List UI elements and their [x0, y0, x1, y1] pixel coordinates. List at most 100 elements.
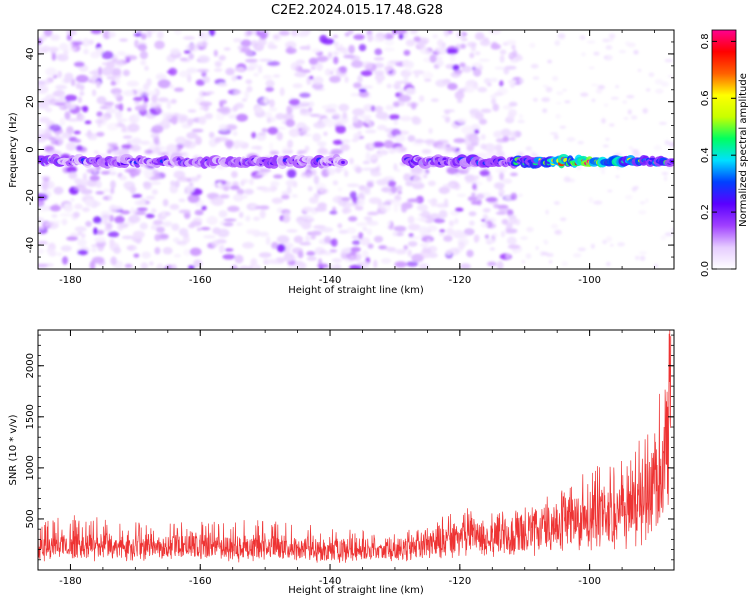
- heatmap-cell: [68, 171, 78, 180]
- heatmap-cell: [155, 105, 162, 113]
- x-tick-label: -120: [448, 576, 471, 587]
- heatmap-cell: [224, 248, 234, 252]
- y-tick-label: -20: [25, 189, 36, 205]
- heatmap-cell: [601, 118, 606, 124]
- heatmap-cell: [244, 90, 250, 99]
- heatmap-cell: [383, 33, 394, 40]
- heatmap-cell: [156, 30, 164, 40]
- heatmap-cell: [453, 138, 466, 144]
- heatmap-cell: [162, 221, 173, 227]
- heatmap-cell: [469, 52, 475, 59]
- heatmap-cell: [244, 188, 254, 195]
- heatmap-cell: [470, 43, 476, 52]
- heatmap-cell: [79, 91, 85, 96]
- heatmap-cell: [436, 139, 449, 145]
- heatmap-cell: [93, 216, 102, 224]
- heatmap-cell: [333, 56, 339, 65]
- heatmap-cell: [376, 179, 389, 186]
- heatmap-cell: [493, 130, 503, 138]
- spectrogram-y-label: Frequency (Hz): [8, 112, 19, 188]
- heatmap-cell: [420, 243, 429, 248]
- heatmap-cell: [113, 92, 122, 99]
- heatmap-cell: [60, 245, 72, 252]
- heatmap-cell: [348, 44, 355, 54]
- heatmap-cell: [38, 241, 49, 245]
- heatmap-cell: [299, 46, 311, 50]
- heatmap-cell: [562, 89, 567, 92]
- heatmap-cell: [608, 123, 615, 127]
- heatmap-cell: [236, 113, 248, 122]
- heatmap-cell: [547, 59, 552, 64]
- heatmap-cell: [460, 43, 466, 49]
- heatmap-cell: [615, 85, 619, 89]
- heatmap-cell: [398, 94, 411, 102]
- heatmap-cell: [407, 215, 415, 224]
- heatmap-cell: [430, 199, 438, 207]
- heatmap-cell: [399, 115, 412, 122]
- heatmap-cell: [542, 85, 549, 88]
- heatmap-cell: [426, 238, 431, 243]
- heatmap-cell: [403, 75, 409, 83]
- heatmap-cell: [428, 127, 433, 134]
- heatmap-cell: [496, 260, 504, 269]
- heatmap-cell: [121, 125, 127, 133]
- heatmap-cell: [360, 237, 371, 246]
- heatmap-cell: [310, 169, 317, 176]
- heatmap-cell: [499, 80, 504, 87]
- heatmap-cell: [144, 65, 149, 71]
- heatmap-cell: [418, 263, 429, 269]
- heatmap-cell: [502, 105, 513, 110]
- heatmap-cell: [73, 130, 81, 135]
- heatmap-cell: [556, 91, 564, 96]
- heatmap-cell: [74, 203, 83, 210]
- heatmap-cell: [218, 55, 226, 61]
- heatmap-cell: [423, 174, 428, 179]
- heatmap-cell: [283, 112, 294, 122]
- heatmap-cell: [309, 196, 319, 204]
- heatmap-cell: [664, 140, 670, 146]
- heatmap-cell: [602, 144, 609, 148]
- heatmap-cell: [283, 252, 294, 262]
- heatmap-cell: [57, 252, 63, 257]
- heatmap-cell: [307, 186, 313, 192]
- heatmap-cell: [196, 68, 210, 73]
- heatmap-cell: [359, 114, 372, 120]
- heatmap-cell: [132, 230, 145, 239]
- heatmap-cell: [43, 177, 50, 182]
- heatmap-cell: [245, 215, 251, 222]
- heatmap-cell: [211, 240, 219, 247]
- heatmap-cell: [350, 93, 361, 97]
- heatmap-cell: [240, 39, 252, 47]
- heatmap-cell: [380, 258, 392, 264]
- heatmap-cell: [398, 101, 405, 106]
- heatmap-cell: [66, 236, 78, 241]
- heatmap-cell: [399, 87, 404, 95]
- heatmap-cell: [435, 46, 448, 55]
- heatmap-cell: [424, 78, 432, 82]
- heatmap-cell: [532, 97, 538, 102]
- heatmap-cell: [74, 178, 82, 185]
- heatmap-cell: [506, 222, 513, 230]
- heatmap-cell: [509, 83, 515, 88]
- heatmap-cell: [84, 120, 92, 125]
- heatmap-cell: [265, 86, 275, 92]
- heatmap-cell: [139, 50, 148, 60]
- heatmap-cell: [602, 38, 611, 43]
- heatmap-cell: [228, 114, 239, 119]
- heatmap-cell: [71, 41, 84, 46]
- heatmap-cell: [154, 40, 165, 50]
- heatmap-cell: [493, 182, 505, 190]
- heatmap-cell: [279, 87, 285, 97]
- heatmap-cell: [294, 262, 307, 269]
- snr-y-label: SNR (10 * v/v): [8, 414, 19, 485]
- heatmap-cell: [175, 114, 189, 121]
- heatmap-cell: [412, 70, 425, 75]
- heatmap-cell: [381, 186, 392, 193]
- heatmap-cell: [265, 236, 271, 246]
- heatmap-cell: [80, 233, 86, 239]
- colorbar-tick-label: 0.0: [700, 261, 711, 277]
- heatmap-cell: [423, 139, 436, 144]
- heatmap-cell: [477, 199, 482, 206]
- heatmap-cell: [90, 30, 102, 35]
- heatmap-cell: [93, 227, 98, 235]
